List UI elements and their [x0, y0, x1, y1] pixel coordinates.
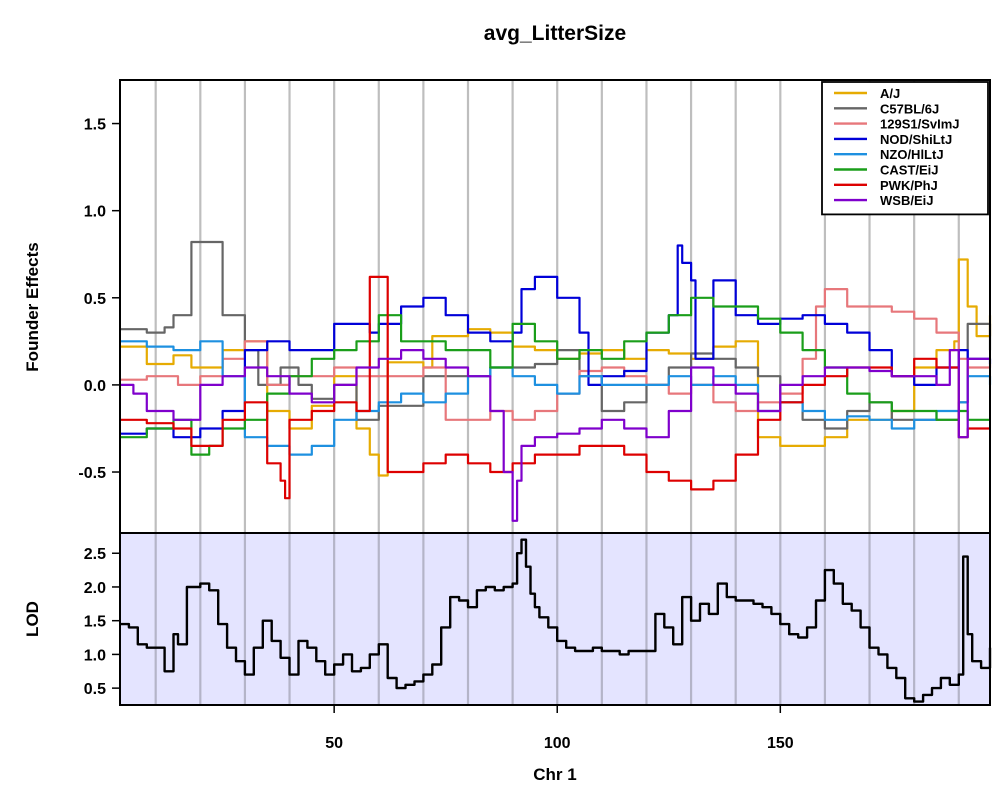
- series-line-cast-eij: [120, 296, 990, 456]
- legend-label: PWK/PhJ: [880, 178, 938, 193]
- x-tick-label: 50: [325, 735, 343, 752]
- top-y-tick-label: 1.0: [84, 204, 106, 221]
- top-y-tick-label: 0.5: [84, 291, 106, 308]
- founder-effects-panel: -0.5 0.0 0.5 1.0 1.5 Founder Effects A/JC57B…: [23, 79, 992, 534]
- legend-box: [821, 81, 989, 216]
- top-y-tick-label: -0.5: [78, 465, 106, 482]
- x-tick-label: 100: [544, 735, 571, 752]
- top-series-lines: [120, 240, 992, 522]
- legend-label: 129S1/SvImJ: [880, 117, 960, 132]
- bottom-y-tick-label: 0.5: [84, 681, 106, 698]
- bottom-y-tick-label: 1.5: [84, 614, 106, 631]
- bottom-y-tick-label: 1.0: [84, 647, 106, 664]
- lod-line: [120, 538, 992, 703]
- bottom-plot-background: [120, 533, 990, 705]
- top-grid: [154, 80, 960, 533]
- x-tick-label: 150: [767, 735, 794, 752]
- legend: A/JC57BL/6J129S1/SvImJNOD/ShiLtJNZO/HlLt…: [821, 81, 989, 216]
- bottom-y-tick-label: 2.0: [84, 580, 106, 597]
- series-line-nzo-hlltj: [120, 340, 992, 456]
- legend-label: C57BL/6J: [880, 101, 939, 116]
- x-axis: 50 100 150: [325, 705, 794, 752]
- legend-label: A/J: [880, 86, 900, 101]
- top-y-tick-label: 0.0: [84, 378, 106, 395]
- series-line-129s1-svimj: [120, 288, 992, 421]
- top-y-axis-label: Founder Effects: [23, 242, 42, 371]
- bottom-y-axis-label: LOD: [23, 601, 42, 637]
- legend-label: NOD/ShiLtJ: [880, 132, 952, 147]
- series-line-pwk-phj: [120, 275, 990, 500]
- x-axis-label: Chr 1: [533, 765, 576, 784]
- top-y-axis: -0.5 0.0 0.5 1.0 1.5: [78, 117, 120, 482]
- chart-title: avg_LitterSize: [484, 22, 626, 45]
- legend-label: NZO/HlLtJ: [880, 147, 944, 162]
- lod-panel: 0.5 1.0 1.5 2.0 2.5 50 100 150 LOD Chr 1: [23, 532, 992, 784]
- legend-label: WSB/EiJ: [880, 193, 933, 208]
- bottom-y-axis: 0.5 1.0 1.5 2.0 2.5: [84, 546, 120, 698]
- bottom-y-tick-label: 2.5: [84, 546, 106, 563]
- top-y-tick-label: 1.5: [84, 117, 106, 134]
- series-line-nod-shiltj: [120, 244, 992, 439]
- series-line-wsb-eij: [120, 349, 990, 522]
- legend-label: CAST/EiJ: [880, 163, 939, 178]
- bottom-plot-frame: [119, 532, 991, 706]
- bottom-series-lines: [120, 538, 992, 703]
